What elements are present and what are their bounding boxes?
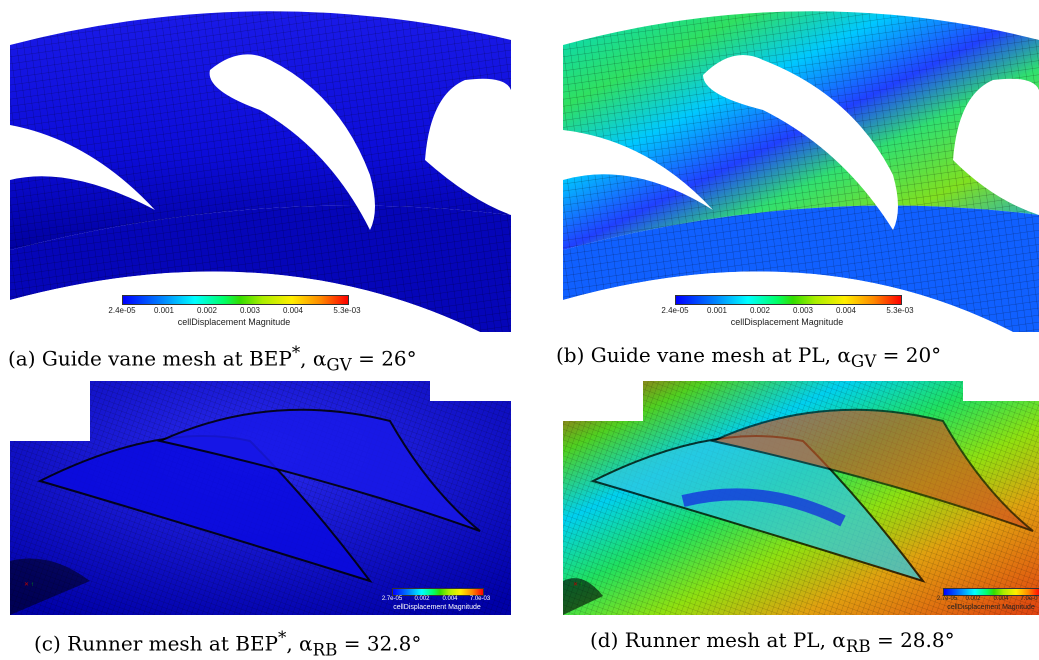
runner-mesh-bep-image bbox=[10, 381, 511, 615]
caption-c: (c) Runner mesh at BEP*, αRB = 32.8° bbox=[34, 628, 422, 660]
colorbar-a-tick: 5.3e-03 bbox=[333, 306, 361, 315]
colorbar-d-tick: 0.002 bbox=[965, 596, 981, 602]
colorbar-b-gradient bbox=[675, 295, 902, 305]
panel-c-runner-bep: ✕ ↑ 2.7e-05 0.002 0.004 7.0e-03 cellDisp… bbox=[10, 381, 511, 615]
colorbar-a-tick: 0.003 bbox=[239, 306, 261, 315]
colorbar-b-title: cellDisplacement Magnitude bbox=[730, 317, 844, 327]
colorbar-d-title: cellDisplacement Magnitude bbox=[947, 604, 1035, 611]
colorbar-d-tick: 7.0e-0 bbox=[1020, 596, 1038, 602]
panel-a-guide-vane-bep: 2.4e-05 0.001 0.002 0.003 0.004 5.3e-03 … bbox=[10, 0, 511, 332]
colorbar-a-title: cellDisplacement Magnitude bbox=[177, 317, 291, 327]
colorbar-c-tick: 2.7e-05 bbox=[381, 596, 403, 602]
colorbar-a-gradient bbox=[122, 295, 349, 305]
colorbar-b-tick: 0.003 bbox=[792, 306, 814, 315]
colorbar-a-tick: 0.002 bbox=[196, 306, 218, 315]
axes-triad-icon: ✕ ↑ bbox=[24, 582, 34, 588]
runner-mesh-pl-image bbox=[563, 381, 1039, 615]
colorbar-b-tick: 0.004 bbox=[835, 306, 857, 315]
panel-b-guide-vane-pl: 2.4e-05 0.001 0.002 0.003 0.004 5.3e-03 … bbox=[563, 0, 1039, 332]
colorbar-c-tick: 7.0e-03 bbox=[469, 596, 491, 602]
colorbar-d-gradient bbox=[943, 588, 1039, 596]
colorbar-b-tick: 2.4e-05 bbox=[661, 306, 689, 315]
guide-vane-mesh-bep-image bbox=[10, 0, 511, 332]
colorbar-a-tick: 0.001 bbox=[153, 306, 175, 315]
guide-vane-mesh-pl-image bbox=[563, 0, 1039, 332]
colorbar-c-title: cellDisplacement Magnitude bbox=[393, 604, 481, 611]
colorbar-a-tick: 0.004 bbox=[282, 306, 304, 315]
colorbar-c-tick: 0.002 bbox=[414, 596, 430, 602]
colorbar-a-tick: 2.4e-05 bbox=[108, 306, 136, 315]
colorbar-b-tick: 0.002 bbox=[749, 306, 771, 315]
caption-b: (b) Guide vane mesh at PL, αGV = 20° bbox=[556, 343, 942, 371]
axes-triad-icon: ✕ ↑ bbox=[573, 582, 583, 588]
colorbar-d-tick: 0.004 bbox=[993, 596, 1009, 602]
colorbar-b-tick: 5.3e-03 bbox=[886, 306, 914, 315]
colorbar-b-tick: 0.001 bbox=[706, 306, 728, 315]
caption-a: (a) Guide vane mesh at BEP*, αGV = 26° bbox=[8, 343, 417, 375]
caption-d: (d) Runner mesh at PL, αRB = 28.8° bbox=[590, 628, 955, 656]
colorbar-d-tick: 2.7e-05 bbox=[936, 596, 958, 602]
colorbar-c-gradient bbox=[392, 588, 484, 596]
colorbar-c-tick: 0.004 bbox=[442, 596, 458, 602]
panel-d-runner-pl: ✕ ↑ 2.7e-05 0.002 0.004 7.0e-0 cellDispl… bbox=[563, 381, 1039, 615]
